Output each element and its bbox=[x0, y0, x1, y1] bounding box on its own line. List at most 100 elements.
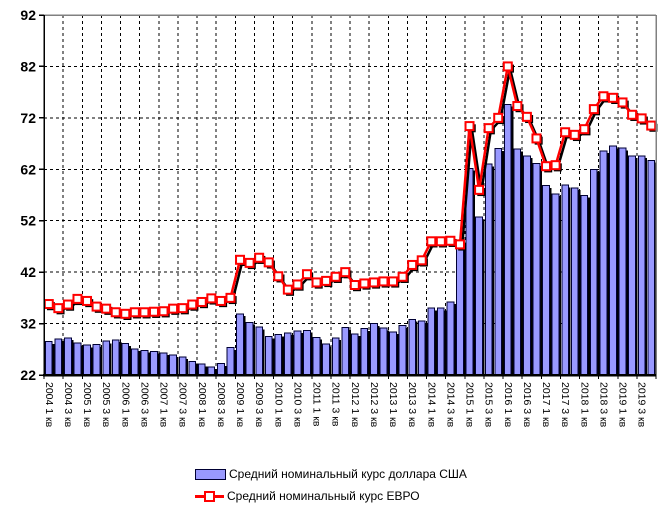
usd-bar bbox=[140, 349, 149, 376]
usd-bar bbox=[188, 361, 197, 376]
euro-square-marker bbox=[301, 269, 312, 280]
euro-square-marker bbox=[550, 160, 561, 171]
x-tick-label: 2014 1 кв bbox=[425, 382, 437, 428]
euro-square-marker bbox=[397, 271, 408, 282]
usd-bar bbox=[427, 307, 436, 376]
usd-bar bbox=[370, 323, 378, 376]
x-tick-label: 2008 1 кв bbox=[196, 382, 208, 428]
x-tick-label: 2006 1 кв bbox=[119, 382, 131, 428]
usd-bar bbox=[350, 333, 359, 376]
usd-bar bbox=[293, 330, 302, 376]
x-tick-label: 2013 3 кв bbox=[406, 382, 418, 428]
euro-square-marker bbox=[91, 301, 102, 312]
euro-line-swatch-icon bbox=[195, 490, 224, 502]
usd-bar bbox=[379, 327, 388, 376]
euro-square-marker bbox=[244, 257, 255, 268]
euro-square-marker bbox=[101, 303, 112, 314]
usd-bar bbox=[111, 339, 120, 376]
euro-square-marker bbox=[445, 235, 456, 246]
usd-bar bbox=[513, 148, 522, 376]
euro-square-marker bbox=[627, 109, 638, 120]
x-tick-label: 2018 1 кв bbox=[578, 382, 590, 428]
x-tick-label: 2004 3 кв bbox=[62, 382, 74, 428]
usd-bar bbox=[589, 168, 598, 376]
euro-square-marker bbox=[349, 280, 360, 290]
y-tick-label: 72 bbox=[20, 110, 36, 126]
euro-square-marker bbox=[569, 129, 580, 140]
euro-square-marker bbox=[407, 259, 418, 270]
usd-bar bbox=[523, 155, 531, 376]
euro-square-marker bbox=[588, 104, 599, 115]
usd-bar bbox=[226, 347, 235, 376]
usd-bar bbox=[303, 329, 311, 376]
usd-bar bbox=[64, 337, 72, 376]
euro-square-marker bbox=[148, 306, 159, 317]
x-tick-label: 2012 3 кв bbox=[368, 382, 380, 428]
y-tick-label: 52 bbox=[20, 213, 36, 229]
euro-square-marker bbox=[359, 278, 370, 289]
usd-bar bbox=[532, 163, 541, 376]
usd-bar bbox=[312, 336, 321, 376]
usd-bar bbox=[178, 356, 187, 376]
usd-bar bbox=[274, 333, 283, 376]
usd-bar bbox=[217, 363, 225, 376]
usd-bar bbox=[647, 160, 656, 376]
usd-bar bbox=[121, 343, 130, 376]
x-tick-label: 2008 3 кв bbox=[215, 382, 227, 428]
euro-square-marker bbox=[225, 292, 236, 303]
usd-bar-swatch-icon bbox=[195, 468, 226, 480]
euro-square-marker bbox=[541, 161, 552, 172]
x-tick-label: 2015 1 кв bbox=[464, 382, 476, 428]
euro-square-marker bbox=[502, 61, 513, 72]
y-tick-label: 42 bbox=[20, 264, 36, 280]
euro-square-marker bbox=[187, 299, 198, 310]
usd-bar bbox=[637, 155, 646, 376]
x-tick-label: 2019 3 кв bbox=[636, 382, 648, 428]
x-tick-label: 2005 1 кв bbox=[81, 382, 93, 428]
usd-bar bbox=[561, 184, 570, 376]
usd-bar bbox=[475, 216, 483, 376]
legend-item-euro: Средний номинальный курс ЕВРО bbox=[195, 485, 467, 507]
y-tick-label: 32 bbox=[20, 316, 36, 332]
euro-square-marker bbox=[464, 121, 475, 132]
usd-bar bbox=[92, 344, 101, 376]
euro-square-marker bbox=[120, 308, 131, 319]
euro-square-marker bbox=[43, 299, 54, 310]
euro-square-marker bbox=[416, 255, 427, 266]
x-tick-label: 2007 3 кв bbox=[177, 382, 189, 428]
x-tick-label: 2016 1 кв bbox=[502, 382, 514, 428]
y-tick-label: 62 bbox=[20, 161, 36, 177]
euro-square-marker bbox=[263, 257, 274, 268]
usd-bar bbox=[130, 348, 139, 376]
euro-square-marker bbox=[636, 113, 647, 124]
usd-bar bbox=[389, 331, 397, 376]
x-tick-label: 2012 1 кв bbox=[349, 382, 361, 428]
euro-square-marker bbox=[340, 267, 351, 278]
x-tick-label: 2005 3 кв bbox=[100, 382, 112, 428]
x-tick-label: 2009 1 кв bbox=[234, 382, 246, 428]
x-tick-label: 2010 1 кв bbox=[272, 382, 284, 428]
euro-square-marker bbox=[254, 252, 265, 263]
axes: 22 32 42 52 62 72 82 92 2004 1 кв 2004 3 кв 2005 1… bbox=[20, 7, 657, 428]
euro-square-marker bbox=[426, 236, 437, 247]
usd-bar bbox=[542, 185, 550, 376]
usd-bar bbox=[494, 148, 503, 376]
euro-square-marker bbox=[607, 92, 618, 103]
usd-bar-series bbox=[44, 103, 657, 376]
euro-square-marker bbox=[483, 123, 494, 134]
euro-line-series bbox=[43, 61, 658, 320]
legend-item-usd: Средний номинальный курс доллара США bbox=[195, 463, 467, 485]
usd-legend-label: Средний номинальный курс доллара США bbox=[229, 467, 467, 481]
usd-bar bbox=[283, 332, 292, 376]
euro-square-marker bbox=[72, 293, 83, 304]
usd-bar bbox=[551, 193, 560, 376]
usd-bar bbox=[408, 318, 417, 376]
usd-bar bbox=[570, 187, 579, 376]
euro-square-marker bbox=[53, 303, 64, 314]
euro-square-marker bbox=[560, 127, 571, 138]
usd-bar bbox=[436, 307, 445, 376]
euro-square-marker bbox=[62, 299, 73, 310]
x-tick-label: 2015 3 кв bbox=[483, 382, 495, 428]
usd-bar bbox=[599, 150, 608, 376]
euro-square-marker bbox=[493, 112, 504, 123]
